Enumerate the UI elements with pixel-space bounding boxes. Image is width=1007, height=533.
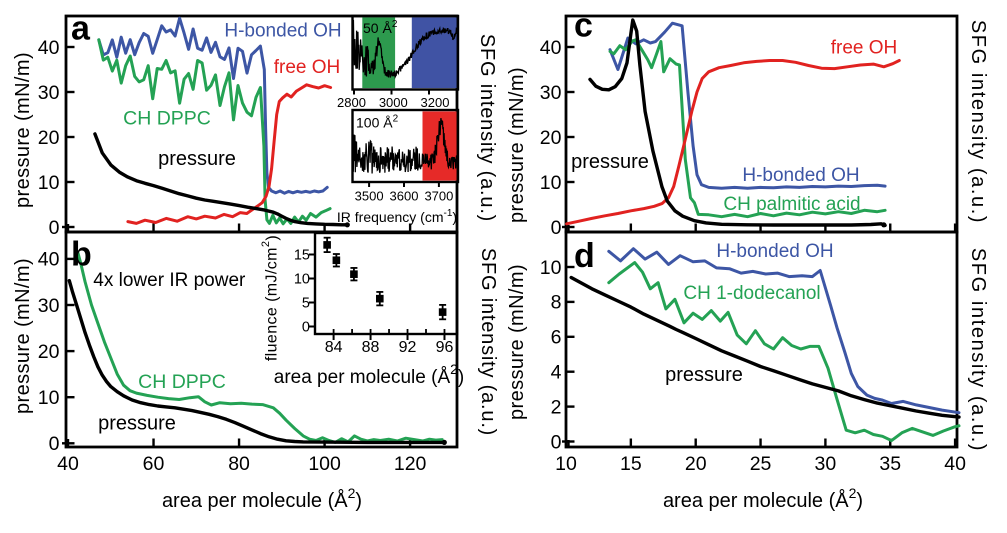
svg-text:0: 0 (49, 433, 60, 455)
svg-text:10: 10 (294, 272, 310, 288)
svg-text:pressure (mN/m): pressure (mN/m) (12, 258, 34, 414)
svg-text:free OH: free OH (274, 57, 341, 78)
svg-text:2: 2 (551, 396, 562, 418)
svg-text:pressure: pressure (665, 364, 743, 386)
svg-text:84: 84 (325, 339, 343, 356)
svg-text:3200: 3200 (421, 95, 450, 110)
svg-text:10: 10 (540, 257, 562, 279)
svg-text:IR frequency (cm-1): IR frequency (cm-1) (337, 208, 457, 225)
svg-text:92: 92 (399, 339, 417, 356)
svg-text:100: 100 (308, 453, 341, 475)
svg-text:0: 0 (551, 431, 562, 453)
svg-text:pressure: pressure (98, 413, 176, 435)
svg-text:SFG intensity (a.u.): SFG intensity (a.u.) (967, 20, 989, 224)
svg-text:15: 15 (620, 453, 642, 475)
svg-text:H-bonded OH: H-bonded OH (224, 21, 341, 42)
svg-text:pressure (mN/m): pressure (mN/m) (12, 52, 34, 208)
svg-text:35: 35 (879, 453, 901, 475)
svg-text:5: 5 (302, 296, 310, 312)
svg-text:3000: 3000 (379, 95, 408, 110)
svg-text:60: 60 (143, 453, 165, 475)
svg-text:20: 20 (685, 453, 707, 475)
svg-text:80: 80 (228, 453, 250, 475)
svg-text:SFG intensity (a.u.): SFG intensity (a.u.) (967, 248, 989, 452)
svg-text:pressure: pressure (571, 151, 649, 173)
svg-text:10: 10 (540, 172, 562, 194)
svg-text:H-bonded OH: H-bonded OH (742, 165, 859, 186)
svg-text:0: 0 (302, 320, 310, 336)
svg-text:96: 96 (436, 339, 454, 356)
svg-text:2800: 2800 (337, 95, 366, 110)
svg-text:fluence (mJ/cm2): fluence (mJ/cm2) (260, 235, 281, 361)
svg-text:area per molecule (Å2): area per molecule (Å2) (162, 485, 362, 512)
svg-text:0: 0 (551, 217, 562, 239)
svg-text:pressure: pressure (158, 148, 236, 170)
svg-text:pressure (mN/m): pressure (mN/m) (506, 264, 528, 420)
svg-text:4x lower IR power: 4x lower IR power (93, 270, 246, 291)
svg-text:SFG intensity (a.u.): SFG intensity (a.u.) (477, 248, 499, 436)
svg-text:CH palmitic acid: CH palmitic acid (723, 194, 860, 215)
svg-text:88: 88 (362, 339, 380, 356)
svg-text:30: 30 (815, 453, 837, 475)
svg-text:50 Å2: 50 Å2 (363, 19, 398, 36)
svg-text:6: 6 (551, 327, 562, 349)
svg-text:SFG intensity (a.u.): SFG intensity (a.u.) (476, 34, 498, 222)
svg-text:20: 20 (38, 127, 60, 149)
svg-text:free OH: free OH (831, 38, 898, 59)
svg-text:40: 40 (38, 249, 60, 271)
svg-text:H-bonded OH: H-bonded OH (716, 241, 833, 262)
svg-text:40: 40 (57, 453, 79, 475)
svg-text:a: a (71, 10, 91, 48)
svg-text:c: c (574, 7, 593, 45)
svg-text:0: 0 (49, 217, 60, 239)
svg-text:3600: 3600 (390, 189, 419, 204)
svg-text:20: 20 (38, 341, 60, 363)
svg-text:100 Å2: 100 Å2 (356, 114, 399, 131)
svg-text:40: 40 (540, 37, 562, 59)
svg-text:30: 30 (38, 295, 60, 317)
svg-text:pressure (mN/m): pressure (mN/m) (506, 67, 528, 223)
svg-text:25: 25 (750, 453, 772, 475)
svg-text:CH DPPC: CH DPPC (123, 107, 211, 129)
svg-text:30: 30 (38, 82, 60, 104)
svg-text:30: 30 (540, 82, 562, 104)
svg-text:40: 40 (38, 37, 60, 59)
svg-text:3700: 3700 (424, 189, 453, 204)
svg-text:CH 1-dodecanol: CH 1-dodecanol (683, 283, 820, 304)
svg-text:4: 4 (551, 362, 562, 384)
svg-text:120: 120 (394, 453, 427, 475)
svg-text:10: 10 (555, 453, 577, 475)
svg-text:CH DPPC: CH DPPC (138, 371, 226, 393)
svg-text:area per molecule (Å2): area per molecule (Å2) (663, 485, 863, 512)
svg-text:b: b (71, 236, 92, 274)
svg-text:8: 8 (551, 292, 562, 314)
svg-text:d: d (574, 237, 595, 275)
svg-text:20: 20 (540, 127, 562, 149)
svg-text:10: 10 (38, 387, 60, 409)
svg-text:10: 10 (38, 172, 60, 194)
svg-text:3500: 3500 (355, 189, 384, 204)
svg-text:15: 15 (294, 248, 310, 264)
svg-text:40: 40 (944, 453, 966, 475)
